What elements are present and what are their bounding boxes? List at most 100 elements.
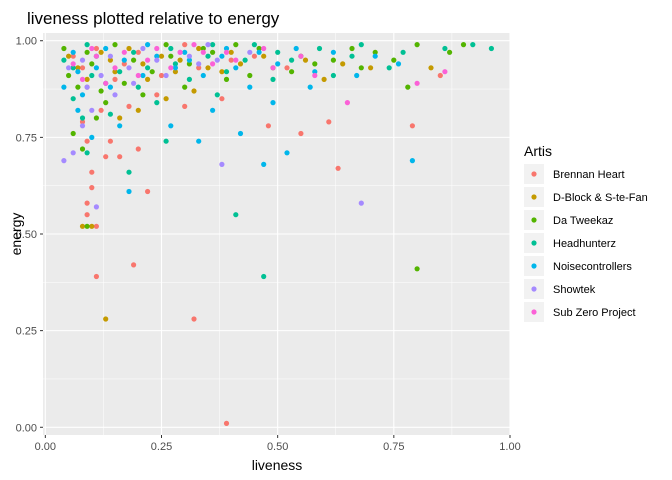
data-point [321, 76, 327, 82]
data-point [270, 76, 276, 82]
data-point [84, 49, 90, 55]
data-point [140, 45, 146, 52]
data-point [163, 72, 169, 79]
data-point [93, 45, 99, 52]
data-point [223, 45, 230, 52]
y-tick-label: 0.75 [16, 132, 37, 144]
data-point [131, 49, 137, 55]
data-point [89, 185, 95, 191]
data-point [79, 65, 86, 71]
data-point [219, 161, 225, 167]
data-point [66, 53, 72, 59]
data-point [93, 53, 99, 59]
data-point [154, 100, 160, 106]
data-point [149, 69, 155, 75]
data-point [154, 45, 160, 52]
data-point [98, 49, 104, 55]
data-point [79, 146, 86, 152]
data-point [89, 61, 95, 67]
data-point [447, 49, 453, 55]
data-point [261, 273, 267, 280]
data-point [200, 72, 206, 79]
data-point [298, 53, 304, 59]
data-point [154, 57, 160, 63]
data-point [316, 45, 323, 52]
data-point [219, 96, 225, 102]
data-point [326, 119, 332, 125]
data-point [75, 107, 81, 113]
data-point [395, 61, 402, 67]
data-point [75, 65, 81, 71]
data-point [251, 53, 257, 59]
data-point [163, 96, 169, 102]
data-point [414, 266, 420, 272]
data-point [358, 65, 364, 71]
data-point [70, 49, 76, 55]
data-point [89, 107, 95, 113]
y-axis-title: energy [8, 213, 24, 256]
data-point [107, 57, 113, 63]
data-point [182, 103, 188, 109]
data-point [312, 61, 318, 67]
data-point [196, 45, 202, 52]
data-point [470, 42, 476, 48]
data-point [61, 158, 67, 164]
data-point [126, 45, 132, 52]
data-point [112, 65, 118, 71]
data-point [247, 49, 253, 55]
data-point [191, 316, 197, 322]
data-point [168, 45, 174, 52]
data-point [112, 69, 118, 75]
data-point [275, 49, 281, 55]
data-point [89, 223, 95, 229]
data-point [126, 65, 132, 71]
data-point [70, 96, 76, 102]
data-point [233, 57, 239, 63]
data-point [145, 57, 151, 63]
legend-marker [531, 263, 537, 269]
data-point [121, 80, 127, 86]
x-tick-label: 0.75 [383, 441, 404, 453]
legend-marker [531, 309, 537, 315]
data-point [186, 61, 192, 67]
legend-marker [531, 217, 537, 223]
data-point [437, 72, 443, 79]
data-point [93, 65, 99, 71]
data-point [414, 80, 420, 86]
data-point [140, 61, 146, 67]
data-point [79, 115, 86, 121]
data-point [158, 53, 165, 59]
data-point [275, 61, 281, 67]
data-point [233, 212, 239, 218]
data-point [84, 42, 90, 48]
legend-label: Da Tweekaz [553, 215, 613, 227]
y-tick-label: 0.25 [16, 326, 37, 338]
legend: Artis Brennan Heart D-Block & S-te-Fan Da … [524, 143, 648, 322]
data-point [154, 53, 160, 59]
data-point [98, 107, 104, 113]
data-point [372, 53, 378, 59]
data-point [168, 123, 174, 129]
data-point [307, 84, 313, 90]
data-point [289, 69, 295, 75]
data-point [414, 42, 420, 48]
data-point [312, 69, 318, 75]
data-point [214, 57, 220, 63]
data-point [103, 154, 109, 160]
data-point [145, 188, 151, 195]
data-point [107, 111, 113, 117]
data-point [196, 61, 202, 67]
data-point [261, 161, 267, 167]
data-point [228, 49, 234, 55]
data-point [205, 53, 211, 59]
data-point [182, 84, 188, 90]
data-point [135, 107, 141, 113]
data-point [84, 223, 90, 229]
data-point [460, 42, 467, 48]
legend-marker [531, 286, 537, 292]
data-point [219, 53, 225, 59]
data-point [344, 100, 350, 106]
data-point [298, 130, 304, 137]
data-point [191, 88, 197, 94]
